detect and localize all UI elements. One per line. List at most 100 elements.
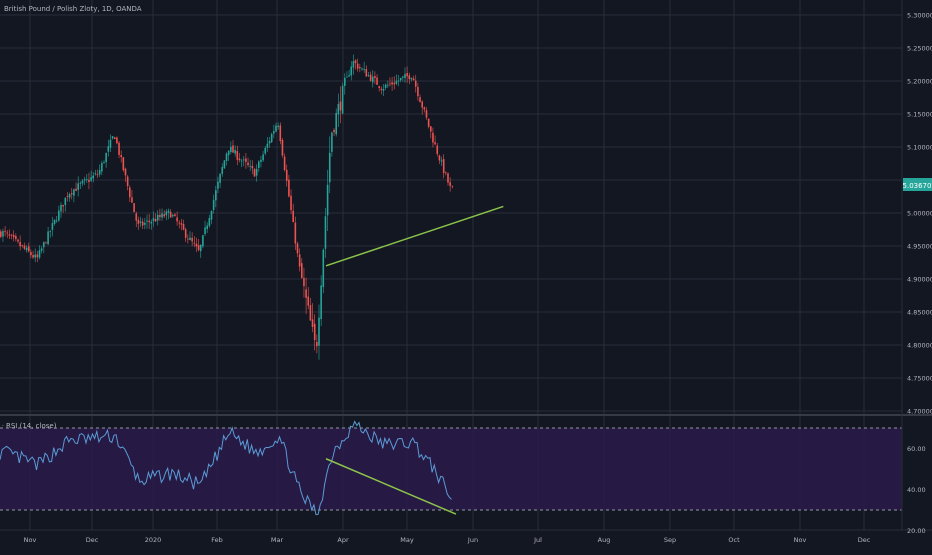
candle-body	[8, 234, 11, 236]
candle-body	[165, 211, 168, 216]
rsi-tick-label: 20.00	[907, 527, 926, 535]
candle-body	[212, 199, 215, 211]
candle-body	[234, 150, 236, 154]
candle-body	[447, 173, 449, 183]
rsi-tick-label: 60.00	[907, 445, 926, 453]
rsi-trendline[interactable]	[325, 458, 457, 515]
candle-body	[378, 86, 380, 88]
candle-body	[227, 150, 230, 156]
candle-body	[25, 247, 28, 251]
time-tick-label: Feb	[211, 536, 223, 544]
candle-body	[215, 190, 217, 201]
candle-body	[120, 155, 122, 158]
candle-body	[430, 126, 432, 132]
candle-body	[277, 125, 279, 128]
candle-body	[113, 137, 116, 140]
candle-body	[389, 83, 391, 85]
candle-body	[0, 231, 2, 237]
price-axis[interactable]: 5.300005.250005.200005.150005.100005.050…	[907, 12, 932, 416]
candle-body	[387, 84, 389, 86]
candle-body	[432, 132, 434, 143]
candle-body	[68, 193, 71, 198]
candle-body	[434, 142, 436, 145]
candle-body	[273, 131, 275, 134]
candle-body	[75, 188, 77, 191]
candle-body	[344, 77, 346, 86]
candle-body	[101, 163, 103, 172]
candle-body	[199, 244, 202, 252]
candle-body	[144, 222, 146, 225]
candle-body	[421, 101, 423, 108]
candle-body	[361, 68, 363, 70]
candle-body	[116, 137, 118, 144]
candle-body	[36, 254, 39, 258]
candle-body	[296, 243, 299, 254]
candle-body	[2, 230, 4, 237]
candle-body	[397, 80, 400, 82]
candle-body	[77, 183, 79, 190]
rsi-line	[0, 420, 452, 516]
candle-body	[10, 234, 13, 236]
candle-body	[419, 97, 421, 103]
time-tick-label: Sep	[664, 536, 676, 544]
candle-body	[245, 158, 247, 162]
candle-body	[399, 77, 402, 81]
candle-body	[154, 219, 157, 222]
candle-body	[169, 211, 172, 218]
candle-body	[384, 84, 387, 88]
candle-body	[139, 221, 142, 223]
price-tick-label: 5.25000	[907, 45, 932, 53]
rsi-title-group[interactable]: · RSI (14, close)	[2, 422, 57, 430]
candle-body	[253, 169, 256, 177]
candle-body	[232, 145, 234, 153]
price-tick-label: 4.95000	[907, 243, 932, 251]
candle-body	[275, 125, 277, 132]
candle-body	[423, 107, 426, 110]
price-tick-label: 4.70000	[907, 408, 932, 416]
price-trendline[interactable]	[325, 205, 504, 267]
candle-body	[425, 110, 428, 118]
candle-body	[103, 161, 105, 163]
candle-body	[21, 245, 24, 246]
candle-body	[126, 176, 129, 187]
candle-body	[133, 203, 135, 213]
candle-body	[350, 66, 353, 76]
candle-body	[339, 101, 342, 111]
candle-body	[238, 158, 241, 161]
candle-body	[262, 154, 264, 161]
symbol-title: British Pound / Polish Zloty, 1D, OANDA	[4, 5, 142, 13]
candle-body	[316, 341, 318, 347]
candle-body	[60, 204, 62, 212]
candle-body	[356, 63, 359, 69]
candle-body	[105, 152, 107, 163]
rsi-overbought-oversold-band	[0, 428, 902, 510]
time-axis[interactable]: Nov Dec 2020 Feb Mar Apr May Jun Jul Aug Sep Oct Nov…	[24, 536, 871, 544]
candle-body	[249, 165, 251, 167]
candle-body	[180, 223, 183, 225]
eye-icon[interactable]: ·	[2, 423, 4, 430]
candle-body	[374, 76, 376, 79]
candle-body	[55, 220, 58, 222]
candle-body	[279, 125, 282, 142]
candle-body	[129, 187, 131, 198]
time-tick-label: Dec	[86, 536, 99, 544]
candle-body	[348, 75, 350, 77]
candle-body	[107, 146, 110, 152]
candle-body	[187, 238, 189, 240]
rsi-axis[interactable]: 60.00 40.00 20.00	[907, 445, 926, 535]
candle-body	[406, 72, 408, 77]
candle-body	[303, 277, 305, 287]
candle-body	[81, 180, 84, 184]
candle-body	[298, 254, 301, 267]
candle-body	[163, 214, 165, 217]
candle-body	[393, 82, 396, 85]
candle-body	[322, 249, 325, 288]
candle-body	[255, 168, 258, 176]
candle-body	[47, 231, 49, 245]
candle-body	[146, 220, 148, 222]
candle-body	[331, 132, 333, 152]
candle-body	[23, 245, 26, 249]
rsi-title: RSI (14, close)	[6, 422, 57, 430]
